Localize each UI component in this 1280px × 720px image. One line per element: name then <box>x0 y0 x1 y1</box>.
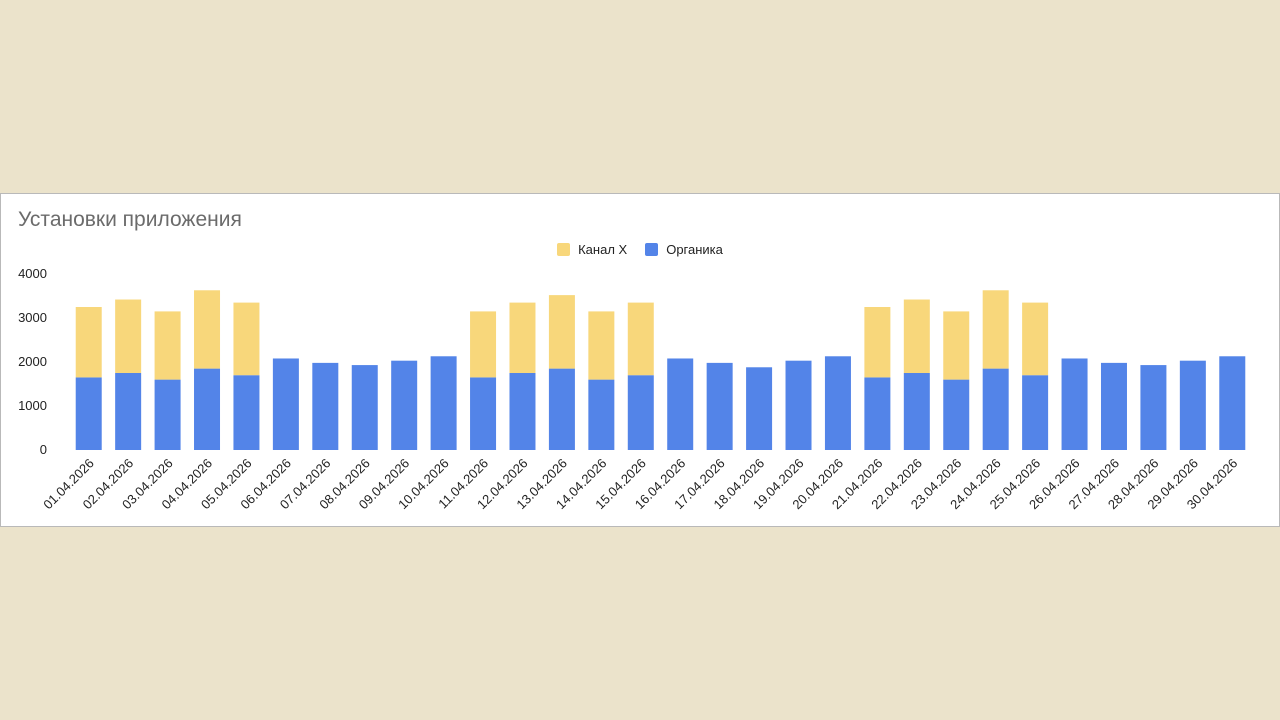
bar-organika[interactable] <box>864 377 891 450</box>
bar-organika[interactable] <box>1179 360 1206 450</box>
bar-kanal-x[interactable] <box>154 311 181 380</box>
bar-organika[interactable] <box>509 373 536 450</box>
legend-item-kanal-x[interactable]: Канал X <box>557 242 627 257</box>
bar-kanal-x[interactable] <box>627 302 654 376</box>
legend-swatch-organika <box>645 243 659 256</box>
bar-kanal-x[interactable] <box>115 299 142 373</box>
bar-kanal-x[interactable] <box>233 302 260 376</box>
bar-organika[interactable] <box>667 358 694 450</box>
legend: Канал X Органика <box>1 242 1279 257</box>
bar-organika[interactable] <box>824 356 851 450</box>
legend-item-organika[interactable]: Органика <box>645 242 723 257</box>
bar-organika[interactable] <box>154 379 181 450</box>
bar-organika[interactable] <box>706 362 733 450</box>
bar-chart-plot: 0100020003000400001.04.202602.04.202603.… <box>18 266 1246 512</box>
bar-kanal-x[interactable] <box>470 311 497 378</box>
chart-title: Установки приложения <box>18 208 242 231</box>
bar-kanal-x[interactable] <box>982 290 1009 369</box>
bar-organika[interactable] <box>903 373 930 450</box>
bar-kanal-x[interactable] <box>588 311 615 380</box>
bar-organika[interactable] <box>548 368 575 450</box>
y-tick-label: 4000 <box>18 266 47 281</box>
bar-organika[interactable] <box>1022 375 1049 450</box>
bar-organika[interactable] <box>430 356 457 450</box>
bar-organika[interactable] <box>194 368 221 450</box>
bar-kanal-x[interactable] <box>864 307 891 378</box>
bar-organika[interactable] <box>115 373 142 450</box>
bar-organika[interactable] <box>1061 358 1088 450</box>
bar-organika[interactable] <box>391 360 418 450</box>
bar-organika[interactable] <box>785 360 812 450</box>
bar-organika[interactable] <box>746 367 773 450</box>
bar-organika[interactable] <box>943 379 970 450</box>
y-tick-label: 1000 <box>18 398 47 413</box>
bar-kanal-x[interactable] <box>548 295 575 369</box>
bar-organika[interactable] <box>1140 365 1167 450</box>
bar-organika[interactable] <box>312 362 339 450</box>
bar-organika[interactable] <box>1100 362 1127 450</box>
bar-kanal-x[interactable] <box>194 290 221 369</box>
legend-label-organika: Органика <box>666 242 723 257</box>
bar-organika[interactable] <box>272 358 299 450</box>
bar-kanal-x[interactable] <box>509 302 536 373</box>
bar-kanal-x[interactable] <box>1022 302 1049 376</box>
y-tick-label: 2000 <box>18 354 47 369</box>
bar-organika[interactable] <box>75 377 102 450</box>
bar-organika[interactable] <box>588 379 615 450</box>
bar-organika[interactable] <box>627 375 654 450</box>
bar-organika[interactable] <box>1219 356 1246 450</box>
chart-panel: Установки приложения Канал X Органика 0 1… <box>0 193 1280 527</box>
legend-swatch-kanal-x <box>557 243 571 256</box>
bar-kanal-x[interactable] <box>943 311 970 380</box>
bar-organika[interactable] <box>982 368 1009 450</box>
bar-organika[interactable] <box>233 375 260 450</box>
bar-organika[interactable] <box>351 365 378 450</box>
y-tick-label: 0 <box>40 442 47 457</box>
bar-organika[interactable] <box>470 377 497 450</box>
bar-kanal-x[interactable] <box>903 299 930 373</box>
bar-kanal-x[interactable] <box>75 307 102 378</box>
y-tick-label: 3000 <box>18 310 47 325</box>
legend-label-kanal-x: Канал X <box>578 242 628 257</box>
